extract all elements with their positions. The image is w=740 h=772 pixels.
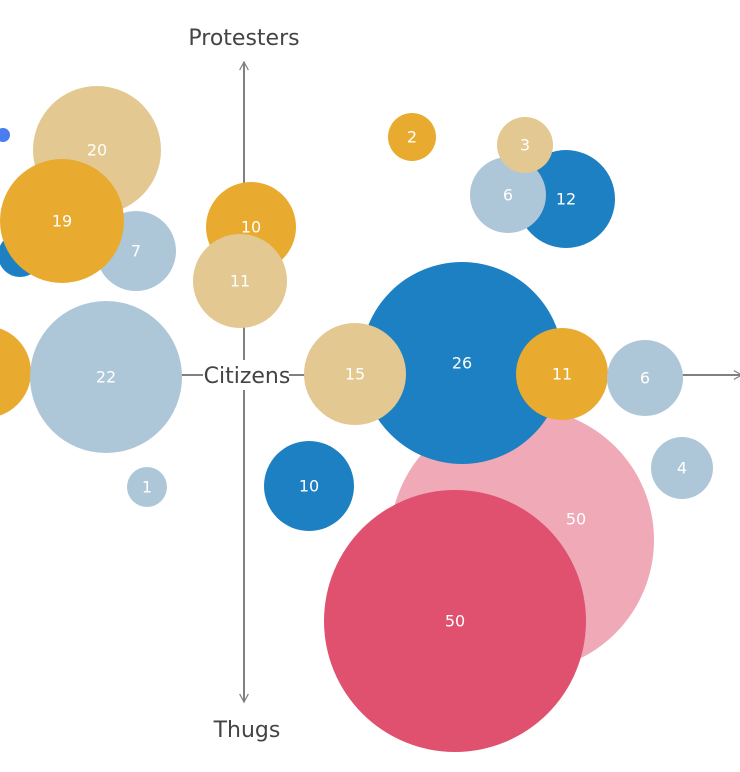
bubble-label: 15 xyxy=(345,365,365,384)
bubble-label: 50 xyxy=(566,510,586,529)
bubble-circle xyxy=(304,323,406,425)
bubble-label: 20 xyxy=(87,141,107,160)
bubble-circle xyxy=(517,150,615,248)
bubble: 15 xyxy=(304,323,406,425)
axis-label-center: Citizens xyxy=(204,364,291,389)
bubble: 3 xyxy=(497,117,553,173)
bubble: 12 xyxy=(517,150,615,248)
bubble-label: 3 xyxy=(520,136,530,155)
bubble-circle xyxy=(30,301,182,453)
axis-label-bottom: Thugs xyxy=(213,718,281,743)
bubble-circle xyxy=(127,467,167,507)
bubble-circle xyxy=(361,262,563,464)
axis-label-top: Protesters xyxy=(188,26,299,51)
bubble-unlabeled xyxy=(0,328,31,416)
bubble-label: 11 xyxy=(230,272,250,291)
bubble-label: 2 xyxy=(407,128,417,147)
bubble-label: 19 xyxy=(52,212,72,231)
bubble-circle xyxy=(388,113,436,161)
center-label-background xyxy=(203,360,289,390)
bubble-unlabeled xyxy=(0,128,10,142)
bubble: 6 xyxy=(607,340,683,416)
bubble-label: 6 xyxy=(503,186,513,205)
bubble-circle xyxy=(0,159,124,283)
bubble: 10 xyxy=(264,441,354,531)
bubble-label: 11 xyxy=(552,365,572,384)
bubble: 11 xyxy=(193,234,287,328)
bubble-circle xyxy=(516,328,608,420)
bubble-label: 12 xyxy=(556,190,576,209)
bubble: 4 xyxy=(651,437,713,499)
bubble-circle xyxy=(607,340,683,416)
bubble-label: 4 xyxy=(677,459,687,478)
bubble: 6 xyxy=(470,157,546,233)
bubble-label: 1 xyxy=(142,478,152,497)
bubble: 2 xyxy=(388,113,436,161)
bubble: 11 xyxy=(516,328,608,420)
bubble-label: 7 xyxy=(131,242,141,261)
bubble-circle xyxy=(651,437,713,499)
bubble: 26 xyxy=(361,262,563,464)
bubble-label: 22 xyxy=(96,368,116,387)
bubble-label: 50 xyxy=(445,612,465,631)
bubble: 22 xyxy=(30,301,182,453)
bubble: 50 xyxy=(324,490,586,752)
bubble-circle xyxy=(324,490,586,752)
bubble-label: 10 xyxy=(299,477,319,496)
bubble-circle xyxy=(470,157,546,233)
bubble-label: 6 xyxy=(640,369,650,388)
bubble-circle xyxy=(193,234,287,328)
bubble: 1 xyxy=(127,467,167,507)
bubble-label: 10 xyxy=(241,218,261,237)
bubble-label: 26 xyxy=(452,354,472,373)
bubble-circle xyxy=(264,441,354,531)
bubble: 19 xyxy=(0,159,124,283)
bubble-circle xyxy=(497,117,553,173)
bubbles-layer: 20 7 19 22 1 10 11 2 12 6 3 50 26 15 11 6 4 10 50 xyxy=(0,86,713,752)
